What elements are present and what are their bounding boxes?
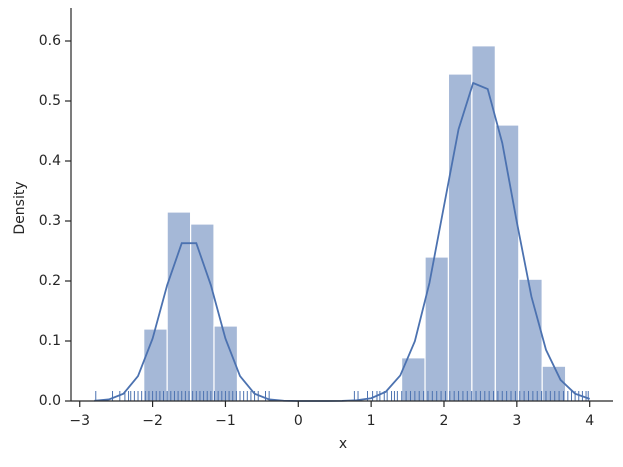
y-tick-label: 0.1 (39, 333, 61, 349)
y-tick-label: 0.6 (39, 33, 61, 49)
histogram-bar (471, 45, 496, 402)
y-tick-label: 0.4 (39, 153, 61, 169)
x-tick-label: 3 (512, 413, 521, 429)
x-tick-label: −2 (142, 413, 163, 429)
y-tick-label: 0.5 (39, 93, 61, 109)
y-axis-label: Density (12, 181, 28, 234)
histogram-bar (190, 223, 215, 402)
x-tick-label: −3 (69, 413, 90, 429)
histogram-bar (143, 328, 168, 402)
x-tick-label: 1 (367, 413, 376, 429)
y-tick-label: 0.3 (39, 213, 61, 229)
histogram-bar (424, 256, 450, 402)
x-tick-label: −1 (215, 413, 236, 429)
y-tick-label: 0.0 (39, 393, 61, 409)
histogram-bar (518, 278, 543, 402)
histogram-bar (166, 211, 192, 402)
y-tick-label: 0.2 (39, 273, 61, 289)
x-tick-label: 4 (585, 413, 594, 429)
x-tick-label: 0 (294, 413, 303, 429)
x-axis-label: x (339, 436, 347, 452)
x-tick-label: 2 (440, 413, 449, 429)
